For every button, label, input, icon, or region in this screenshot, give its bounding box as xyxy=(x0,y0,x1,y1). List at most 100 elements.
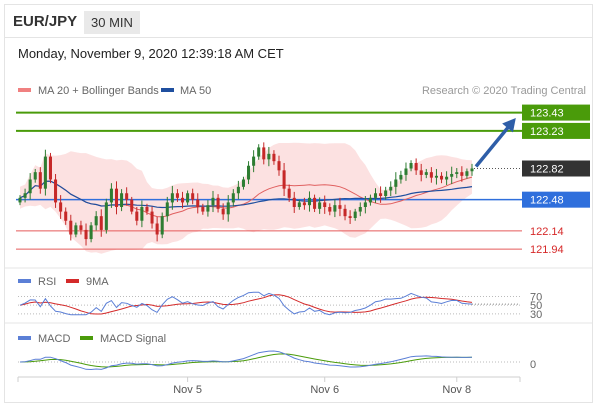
rsi-line xyxy=(19,291,473,316)
candle xyxy=(155,216,159,242)
x-tick-label: Nov 8 xyxy=(442,384,471,396)
candle xyxy=(109,183,113,208)
pivot-value: 122.48 xyxy=(530,195,564,207)
candle-body xyxy=(231,193,235,203)
legend-macd-label: MACD xyxy=(38,333,70,345)
candle-body xyxy=(323,202,327,207)
candle xyxy=(140,200,144,228)
candle xyxy=(307,191,312,212)
timeframe-badge[interactable]: 30 MIN xyxy=(84,11,140,34)
candle-body xyxy=(470,168,474,172)
bollinger-bands xyxy=(20,142,472,254)
candle xyxy=(84,223,88,246)
candle xyxy=(231,189,235,207)
forecast-arrow xyxy=(474,117,516,168)
candle-body xyxy=(318,202,322,209)
x-tick-label: Nov 5 xyxy=(173,384,202,396)
candle xyxy=(191,188,195,205)
macd-grid: 0 xyxy=(18,359,536,371)
candle-body xyxy=(43,156,47,189)
candle xyxy=(379,186,383,203)
candle-body xyxy=(130,199,134,212)
candle-body xyxy=(155,223,159,235)
candle-body xyxy=(206,205,210,212)
candle-body xyxy=(104,202,108,230)
candle xyxy=(196,193,200,214)
x-axis-ticks: Nov 5 Nov 6 Nov 8 xyxy=(173,377,471,396)
rsi-tick-label: 70 xyxy=(530,292,542,304)
candle xyxy=(328,203,332,216)
candle xyxy=(292,191,296,213)
candle xyxy=(414,158,418,175)
candle-body xyxy=(460,172,464,176)
candle-body xyxy=(99,216,103,230)
candle-body xyxy=(353,211,357,218)
candle xyxy=(18,195,22,206)
candle-body xyxy=(226,202,230,215)
candle xyxy=(404,162,408,181)
macd-lines xyxy=(19,350,473,371)
candle-body xyxy=(267,153,271,160)
candle-body xyxy=(429,172,433,178)
candle-body xyxy=(236,186,240,194)
candle xyxy=(114,181,119,215)
candle xyxy=(419,163,423,182)
candle xyxy=(180,191,185,209)
candle xyxy=(257,144,261,160)
candle xyxy=(465,168,469,179)
candle xyxy=(170,185,174,210)
candle-body xyxy=(135,211,139,221)
current-price-value: 122.82 xyxy=(530,164,564,176)
candle-body xyxy=(262,147,266,160)
timestamp: Monday, November 9, 2020 12:39:18 AM CET xyxy=(18,46,284,61)
candle xyxy=(247,161,251,185)
candle-body xyxy=(272,153,276,162)
candle xyxy=(409,160,413,172)
candle xyxy=(120,189,124,212)
candle xyxy=(125,187,129,206)
candle-body xyxy=(414,163,418,171)
candle-body xyxy=(247,165,251,180)
resistance-tag xyxy=(522,122,590,139)
candle-body xyxy=(64,211,68,221)
candle xyxy=(343,204,347,221)
candle xyxy=(89,222,93,243)
candle-body xyxy=(145,207,149,212)
candle-body xyxy=(69,220,73,235)
candle xyxy=(389,181,393,196)
candle-body xyxy=(282,170,286,189)
candle xyxy=(348,210,352,224)
candle xyxy=(434,168,438,185)
candle-body xyxy=(33,172,37,180)
candle xyxy=(48,152,52,184)
legend-macd-signal-label: MACD Signal xyxy=(100,333,166,345)
candle-body xyxy=(343,208,347,217)
candle xyxy=(394,172,398,195)
candle-body xyxy=(150,211,154,224)
candle-body xyxy=(287,188,291,198)
candle xyxy=(38,167,42,194)
candle-body xyxy=(120,193,124,207)
candle-body xyxy=(394,179,398,187)
forecast-arrow-shaft xyxy=(474,121,514,168)
chart-header xyxy=(4,4,593,38)
candle xyxy=(302,197,306,210)
candle xyxy=(79,220,83,235)
candle xyxy=(353,208,357,221)
candle xyxy=(28,173,32,200)
candle-body xyxy=(440,175,444,180)
candle-body xyxy=(165,202,169,217)
current-price-tag xyxy=(522,160,590,177)
candle xyxy=(440,172,444,184)
ma50-line xyxy=(19,180,473,209)
macd-signal-line xyxy=(19,353,473,368)
candle xyxy=(216,194,220,213)
candle xyxy=(160,212,164,239)
candle xyxy=(277,155,281,176)
candle xyxy=(282,163,286,196)
resistance-value: 123.43 xyxy=(530,108,564,120)
legend-rsi-swatch xyxy=(18,279,31,283)
candle xyxy=(130,196,134,215)
candle-body xyxy=(74,225,78,235)
candle-body xyxy=(211,197,215,206)
